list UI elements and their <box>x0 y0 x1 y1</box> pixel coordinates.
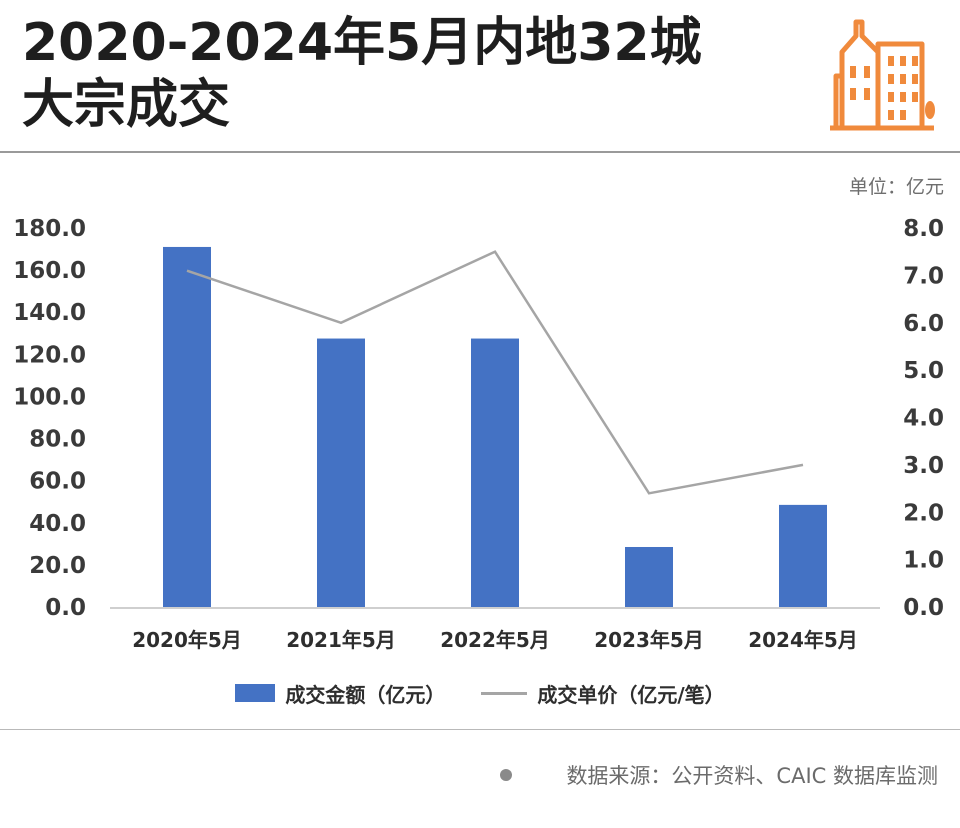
y-right-tick-label: 0.0 <box>903 595 944 621</box>
chart-title-line-1: 2020-2024年5月内地32城 <box>22 13 702 73</box>
bullet-dot-icon <box>500 769 513 781</box>
y-right-tick-label: 6.0 <box>903 311 944 337</box>
legend-label-line: 成交单价（亿元/笔） <box>537 682 725 707</box>
bottom-divider <box>0 729 960 730</box>
y-left-tick-label: 180.0 <box>13 216 86 242</box>
y-left-tick-label: 100.0 <box>13 384 86 410</box>
bar <box>163 246 211 607</box>
building-icon <box>830 19 935 131</box>
bar <box>317 338 365 607</box>
y-left-tick-label: 0.0 <box>45 595 86 621</box>
x-tick-label: 2022年5月 <box>440 628 550 652</box>
top-divider <box>0 151 960 153</box>
y-left-tick-label: 40.0 <box>29 511 86 537</box>
legend-item-line: 成交单价（亿元/笔） <box>481 679 725 708</box>
y-left-tick-label: 140.0 <box>13 300 86 326</box>
legend-swatch-bar <box>235 684 276 702</box>
y-right-tick-label: 7.0 <box>903 263 944 289</box>
y-left-tick-label: 120.0 <box>13 342 86 368</box>
y-left-tick-label: 80.0 <box>29 427 86 453</box>
chart-title: 2020-2024年5月内地32城 大宗成交 <box>22 12 702 136</box>
source-text: 数据来源：公开资料、CAIC 数据库监测 <box>566 764 938 788</box>
series-line <box>186 250 804 495</box>
y-right-tick-label: 5.0 <box>903 358 944 384</box>
y-right-tick-label: 2.0 <box>903 500 944 526</box>
source-note: 数据来源：公开资料、CAIC 数据库监测 <box>500 760 938 790</box>
legend-item-bar: 成交金额（亿元） <box>235 679 445 708</box>
x-tick-label: 2023年5月 <box>594 628 704 652</box>
x-tick-label: 2021年5月 <box>286 628 396 652</box>
unit-label: 单位：亿元 <box>848 176 944 198</box>
y-right-tick-label: 1.0 <box>903 548 944 574</box>
chart-title-line-2: 大宗成交 <box>22 75 231 135</box>
y-left-tick-label: 60.0 <box>29 469 86 495</box>
legend-swatch-line <box>481 691 528 695</box>
y-left-tick-label: 160.0 <box>13 258 86 284</box>
chart-legend: 成交金额（亿元） 成交单价（亿元/笔） <box>0 676 960 710</box>
y-right-tick-label: 8.0 <box>903 216 944 242</box>
legend-label-bar: 成交金额（亿元） <box>285 682 446 707</box>
bar <box>779 504 827 607</box>
x-tick-label: 2020年5月 <box>132 628 242 652</box>
bar <box>625 546 673 607</box>
combo-chart: 0.0 20.0 40.0 60.0 80.0 100.0 120.0 140.0 160.0 1… <box>13 216 944 652</box>
y-left-tick-label: 20.0 <box>29 553 86 579</box>
y-right-tick-label: 4.0 <box>903 406 944 432</box>
y-right-tick-label: 3.0 <box>903 453 944 479</box>
x-tick-label: 2024年5月 <box>748 628 858 652</box>
bar <box>471 338 519 607</box>
